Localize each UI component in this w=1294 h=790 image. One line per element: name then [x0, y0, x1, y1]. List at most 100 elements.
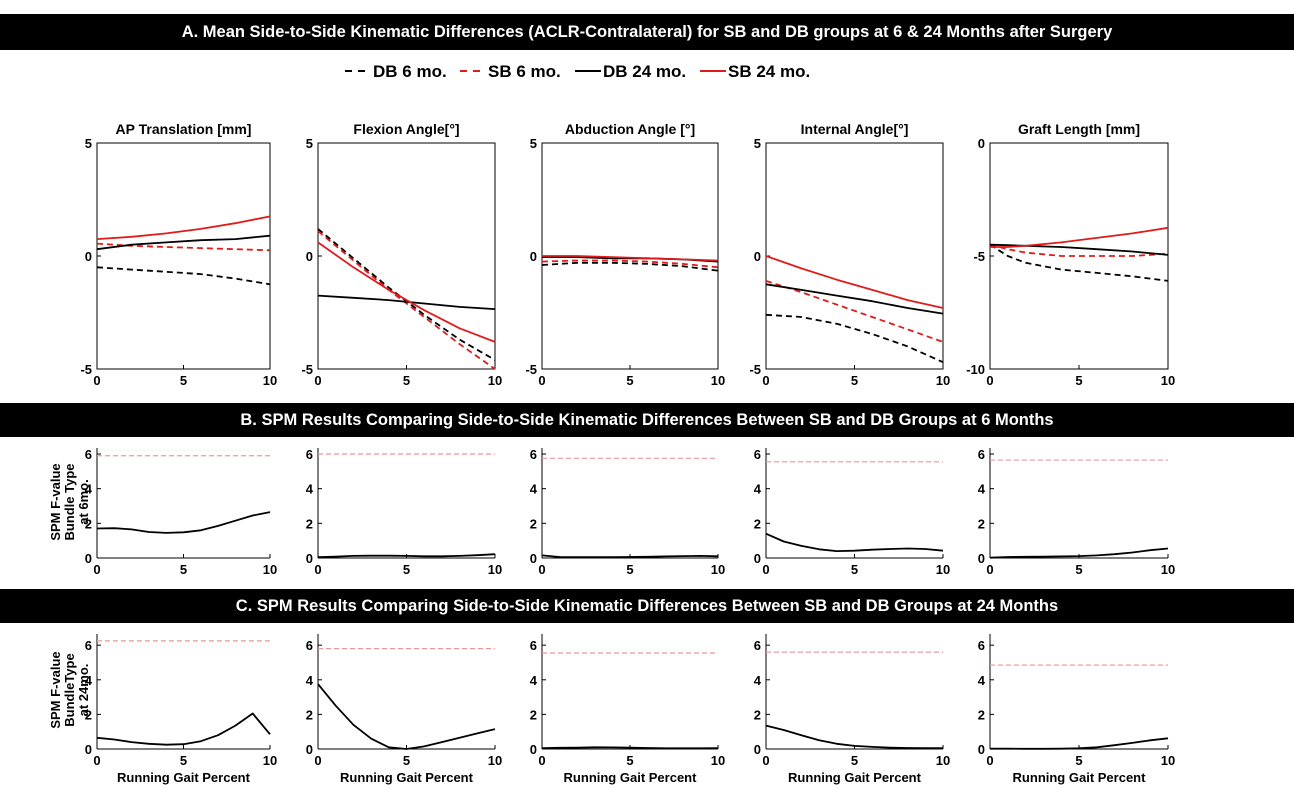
x-tick-label: 10: [711, 562, 725, 577]
series-line-db-24-mo: [765, 283, 944, 315]
spm-curve: [96, 712, 271, 746]
legend-label: SB 6 mo.: [488, 62, 561, 81]
series-line-sb-6-mo: [989, 243, 1169, 257]
y-tick-label: 5: [754, 136, 761, 151]
series-line-sb-24-mo: [765, 255, 944, 309]
x-tick-label: 5: [180, 373, 187, 388]
y-tick-label: -5: [749, 362, 761, 377]
y-tick-label: 4: [754, 673, 762, 688]
series-line-db-6-mo: [317, 228, 496, 361]
x-tick-label: 5: [1075, 562, 1082, 577]
x-tick-label: 5: [1075, 373, 1082, 388]
x-tick-label: 10: [488, 753, 502, 768]
x-tick-label: 5: [1075, 753, 1082, 768]
x-tick-label: 10: [488, 373, 502, 388]
x-tick-label: 0: [314, 373, 321, 388]
subplot-title: Abduction Angle [°]: [565, 121, 695, 137]
y-tick-label: 0: [306, 551, 313, 566]
y-tick-label: 2: [306, 707, 313, 722]
subplot-c-1: 0 2 4 6 0 5 10 Running Gait Percent: [85, 634, 277, 785]
x-tick-label: 0: [93, 753, 100, 768]
x-tick-label: 10: [711, 753, 725, 768]
axes-box: [317, 142, 496, 370]
y-tick-label: -10: [966, 362, 985, 377]
series-line-sb-6-mo: [541, 259, 719, 269]
series-line-sb-24-mo: [317, 241, 496, 343]
spm-curve: [989, 547, 1169, 559]
subplot-b-5: 0 2 4 6 0 5 10: [978, 447, 1175, 577]
subplot-b-3: 0 2 4 6 0 5 10: [530, 447, 725, 577]
y-tick-label: 2: [530, 707, 537, 722]
y-tick-label: 5: [530, 136, 537, 151]
y-tick-label: 6: [530, 447, 537, 462]
y-tick-label: 0: [530, 742, 537, 757]
y-tick-label: -5: [525, 362, 537, 377]
panel-b-title: B. SPM Results Comparing Side-to-Side Ki…: [0, 403, 1294, 437]
y-tick-label: 4: [306, 482, 314, 497]
y-tick-label: 2: [85, 516, 92, 531]
series-line-sb-24-mo: [542, 255, 719, 262]
subplot-c-3: 0 2 4 6 0 5 10 Running Gait Percent: [530, 634, 725, 785]
series-line-db-6-mo: [765, 313, 944, 364]
x-tick-label: 10: [263, 753, 277, 768]
y-tick-label: 0: [306, 249, 313, 264]
y-tick-label: 4: [530, 673, 538, 688]
x-tick-label: 5: [403, 562, 410, 577]
y-tick-label: 0: [978, 136, 985, 151]
subplot-title: Internal Angle[°]: [801, 121, 909, 137]
y-tick-label: 6: [85, 447, 92, 462]
spm-curve: [317, 683, 496, 750]
x-tick-label: 10: [1161, 562, 1175, 577]
series-line-db-24-mo: [96, 234, 271, 251]
series-line-sb-6-mo: [765, 280, 944, 343]
x-tick-label: 0: [538, 562, 545, 577]
y-tick-label: 5: [306, 136, 313, 151]
y-tick-label: -5: [301, 362, 313, 377]
y-tick-label: -5: [973, 249, 985, 264]
y-tick-label: 0: [85, 249, 92, 264]
y-tick-label: 6: [306, 447, 313, 462]
y-tick-label: 4: [85, 482, 93, 497]
series-line-db-6-mo: [989, 243, 1169, 282]
x-axis-label: Running Gait Percent: [117, 770, 251, 785]
legend-label: SB 24 mo.: [728, 62, 810, 81]
y-tick-label: 0: [530, 249, 537, 264]
y-tick-label: 0: [754, 551, 761, 566]
subplot-c-2: 0 2 4 6 0 5 10 Running Gait Percent: [306, 634, 502, 785]
legend-label: DB 24 mo.: [603, 62, 686, 81]
y-tick-label: 5: [85, 136, 92, 151]
y-tick-label: 6: [978, 638, 985, 653]
y-tick-label: 0: [754, 742, 761, 757]
y-tick-label: 4: [754, 482, 762, 497]
y-tick-label: 2: [978, 516, 985, 531]
subplot-c-4: 0 2 4 6 0 5 10 Running Gait Percent: [754, 634, 950, 785]
y-tick-label: 0: [754, 249, 761, 264]
axes-box: [765, 142, 944, 370]
y-tick-label: 6: [754, 447, 761, 462]
y-tick-label: 2: [306, 516, 313, 531]
x-axis-label: Running Gait Percent: [788, 770, 922, 785]
spm-curve: [765, 724, 943, 749]
x-tick-label: 5: [626, 753, 633, 768]
x-tick-label: 10: [936, 373, 950, 388]
subplot-a-5: Graft Length [mm] -10 -5 0 0 5 10: [966, 121, 1175, 388]
x-tick-label: 10: [1161, 373, 1175, 388]
x-tick-label: 10: [936, 753, 950, 768]
y-tick-label: 6: [530, 638, 537, 653]
x-tick-label: 0: [314, 753, 321, 768]
x-tick-label: 5: [180, 562, 187, 577]
y-tick-label: 2: [530, 516, 537, 531]
y-tick-label: 0: [85, 551, 92, 566]
subplot-title: Flexion Angle[°]: [353, 121, 459, 137]
spm-curve: [96, 511, 271, 534]
x-tick-label: 0: [762, 562, 769, 577]
series-line-sb-24-mo: [990, 226, 1169, 248]
y-tick-label: 0: [978, 551, 985, 566]
y-tick-label: 4: [306, 673, 314, 688]
x-axis-label: Running Gait Percent: [1013, 770, 1147, 785]
y-tick-label: -5: [80, 362, 92, 377]
